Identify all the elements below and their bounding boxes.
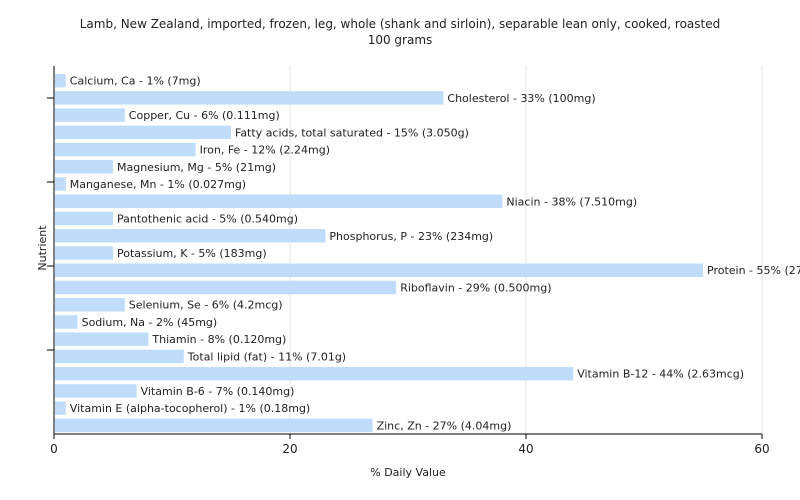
bar — [55, 246, 113, 260]
bar — [55, 108, 125, 122]
bar — [55, 125, 231, 140]
bar-label: Niacin - 38% (7.510mg) — [506, 195, 637, 208]
bar — [55, 418, 373, 433]
bar — [55, 332, 149, 346]
bar — [55, 73, 66, 88]
bar — [55, 263, 703, 277]
bar-label: Selenium, Se - 6% (4.2mcg) — [129, 299, 283, 312]
axes: 0 20 40 60 — [47, 66, 770, 456]
bar-label: Riboflavin - 29% (0.500mg) — [400, 281, 551, 294]
bar — [55, 384, 137, 398]
bar — [55, 211, 113, 226]
bar-label: Potassium, K - 5% (183mg) — [117, 247, 267, 260]
bar-label: Phosphorus, P - 23% (234mg) — [329, 230, 493, 243]
bar — [55, 401, 66, 415]
bar — [55, 366, 574, 381]
bar-label: Magnesium, Mg - 5% (21mg) — [117, 161, 276, 174]
x-tick-label: 0 — [50, 442, 58, 456]
bar — [55, 280, 397, 295]
chart-title: Lamb, New Zealand, imported, frozen, leg… — [80, 17, 721, 31]
bar-label: Manganese, Mn - 1% (0.027mg) — [70, 178, 246, 191]
bar-label: Vitamin E (alpha-tocopherol) - 1% (0.18m… — [70, 402, 310, 415]
bar — [55, 91, 444, 105]
bar — [55, 160, 113, 174]
x-tick-label: 20 — [282, 442, 297, 456]
chart-subtitle: 100 grams — [368, 33, 433, 47]
x-tick-label: 40 — [518, 442, 533, 456]
bar-label: Thiamin - 8% (0.120mg) — [151, 333, 286, 346]
bar-label: Zinc, Zn - 27% (4.04mg) — [377, 419, 512, 432]
bar — [55, 194, 503, 209]
bar-label: Sodium, Na - 2% (45mg) — [82, 316, 218, 329]
x-axis-label: % Daily Value — [370, 466, 446, 479]
bar — [55, 349, 184, 364]
bar — [55, 142, 196, 157]
bar-label: Calcium, Ca - 1% (7mg) — [70, 75, 201, 88]
bar-label: Vitamin B-6 - 7% (0.140mg) — [141, 385, 295, 398]
bar-label: Iron, Fe - 12% (2.24mg) — [200, 144, 330, 157]
bar-label: Protein - 55% (27.68g) — [707, 264, 800, 277]
y-axis-label: Nutrient — [36, 225, 49, 271]
bar-label: Pantothenic acid - 5% (0.540mg) — [117, 213, 298, 226]
bar-label: Vitamin B-12 - 44% (2.63mcg) — [577, 368, 744, 381]
bar — [55, 177, 66, 191]
bar-label: Fatty acids, total saturated - 15% (3.05… — [235, 126, 469, 139]
bar-label: Cholesterol - 33% (100mg) — [447, 92, 595, 105]
bar — [55, 229, 326, 243]
bar — [55, 315, 78, 329]
bar-label: Copper, Cu - 6% (0.111mg) — [129, 109, 280, 122]
bar — [55, 297, 125, 312]
x-tick-label: 60 — [754, 442, 769, 456]
bars: Calcium, Ca - 1% (7mg) Cholesterol - 33% … — [55, 73, 800, 433]
bar-label: Total lipid (fat) - 11% (7.01g) — [187, 350, 346, 363]
